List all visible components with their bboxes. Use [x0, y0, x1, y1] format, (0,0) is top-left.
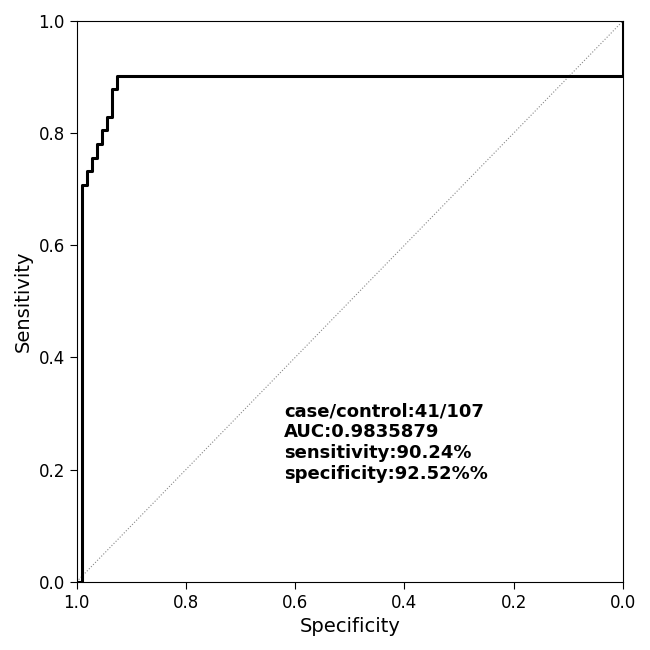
Text: case/control:41/107
AUC:0.9835879
sensitivity:90.24%
specificity:92.52%%: case/control:41/107 AUC:0.9835879 sensit…	[284, 402, 488, 483]
Y-axis label: Sensitivity: Sensitivity	[14, 250, 33, 352]
X-axis label: Specificity: Specificity	[300, 617, 400, 636]
